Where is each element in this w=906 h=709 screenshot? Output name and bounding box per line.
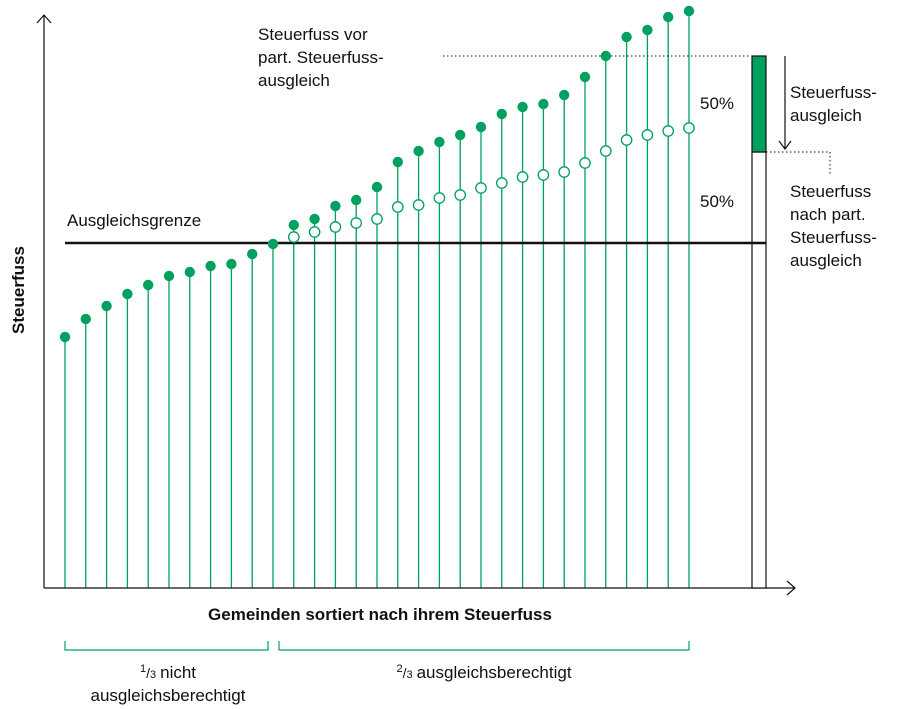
- dot-before: [143, 279, 154, 291]
- group-right-text: ausgleichsberechtigt: [417, 663, 572, 682]
- dot-before: [559, 89, 570, 101]
- dotted-after: [766, 151, 831, 176]
- dot-after: [412, 199, 425, 211]
- after-label: nach part.: [790, 205, 866, 224]
- dot-before: [205, 260, 216, 272]
- dot-before: [288, 219, 299, 231]
- dot-after: [620, 134, 633, 146]
- dot-before: [475, 121, 487, 133]
- x-axis-label: Gemeinden sortiert nach ihrem Steuerfuss: [208, 605, 552, 624]
- dot-before: [683, 5, 695, 17]
- before-label: ausgleich: [258, 71, 330, 90]
- dots: [59, 5, 695, 343]
- dot-before: [642, 24, 653, 36]
- dot-before: [538, 98, 549, 110]
- dot-before: [579, 71, 591, 83]
- compensation-label: Steuerfuss-: [790, 83, 877, 102]
- dot-before: [434, 136, 445, 148]
- dot-after: [329, 221, 342, 233]
- dot-after: [558, 166, 571, 178]
- dot-before: [455, 129, 466, 141]
- dot-after: [308, 226, 321, 238]
- dot-before: [600, 50, 611, 62]
- dot-before: [663, 11, 674, 23]
- dot-after: [683, 122, 695, 134]
- dot-before: [621, 31, 632, 43]
- dot-before: [226, 258, 237, 270]
- after-label: Steuerfuss-: [790, 228, 877, 247]
- dot-after: [454, 189, 467, 201]
- y-axis-label: Steuerfuss: [9, 246, 28, 334]
- dot-before: [163, 270, 175, 282]
- dot-after: [641, 129, 654, 141]
- y-arrow: [36, 14, 52, 24]
- dot-after: [287, 231, 300, 243]
- dot-before: [371, 181, 383, 193]
- dot-before: [184, 266, 195, 278]
- group-left-label: 1/3 nicht: [140, 663, 196, 682]
- dot-before: [247, 248, 258, 260]
- fraction-num: 2: [396, 663, 402, 675]
- dot-after: [537, 169, 550, 181]
- stems: [64, 11, 690, 588]
- dot-after: [495, 177, 508, 189]
- dot-before: [517, 101, 528, 113]
- dot-after: [350, 217, 363, 229]
- dot-before: [351, 194, 362, 206]
- dot-after: [579, 157, 591, 169]
- bar-compensation: [751, 55, 767, 153]
- dot-before: [267, 238, 279, 250]
- after-label: ausgleich: [790, 251, 862, 270]
- before-label: Steuerfuss vor: [258, 25, 368, 44]
- dot-before: [101, 300, 112, 312]
- x-arrow: [786, 580, 796, 596]
- group-left-label: ausgleichsberechtigt: [91, 686, 246, 705]
- dot-before: [59, 331, 71, 343]
- fraction-den: 3: [406, 669, 412, 681]
- dot-before: [496, 108, 507, 120]
- bar-after: [751, 151, 767, 589]
- group-left-text: nicht: [160, 663, 196, 682]
- dot-after: [391, 201, 404, 213]
- dot-after: [371, 213, 383, 225]
- dot-before: [122, 288, 133, 300]
- compensation-arrowhead: [778, 140, 792, 150]
- dot-before: [330, 200, 341, 212]
- dot-before: [309, 213, 320, 225]
- share-top: 50%: [700, 94, 734, 113]
- fraction-den: 3: [150, 669, 156, 681]
- dot-after: [433, 192, 446, 204]
- bracket-right: [278, 641, 690, 651]
- dot-after: [516, 171, 529, 183]
- dot-after: [475, 182, 487, 194]
- group-right-label: 2/3 ausgleichsberechtigt: [396, 663, 571, 682]
- bracket-left: [64, 641, 269, 651]
- before-label: part. Steuerfuss-: [258, 48, 384, 67]
- after-label: Steuerfuss: [790, 182, 871, 201]
- dot-after: [662, 125, 675, 137]
- dot-before: [392, 156, 403, 168]
- share-bottom: 50%: [700, 192, 734, 211]
- threshold-label: Ausgleichsgrenze: [67, 211, 201, 230]
- dot-before: [413, 145, 424, 157]
- compensation-label: ausgleich: [790, 106, 862, 125]
- fraction-num: 1: [140, 663, 146, 675]
- dot-after: [599, 145, 612, 157]
- fraction-slash: /: [146, 665, 150, 681]
- fraction-slash: /: [403, 665, 407, 681]
- dot-before: [80, 313, 92, 325]
